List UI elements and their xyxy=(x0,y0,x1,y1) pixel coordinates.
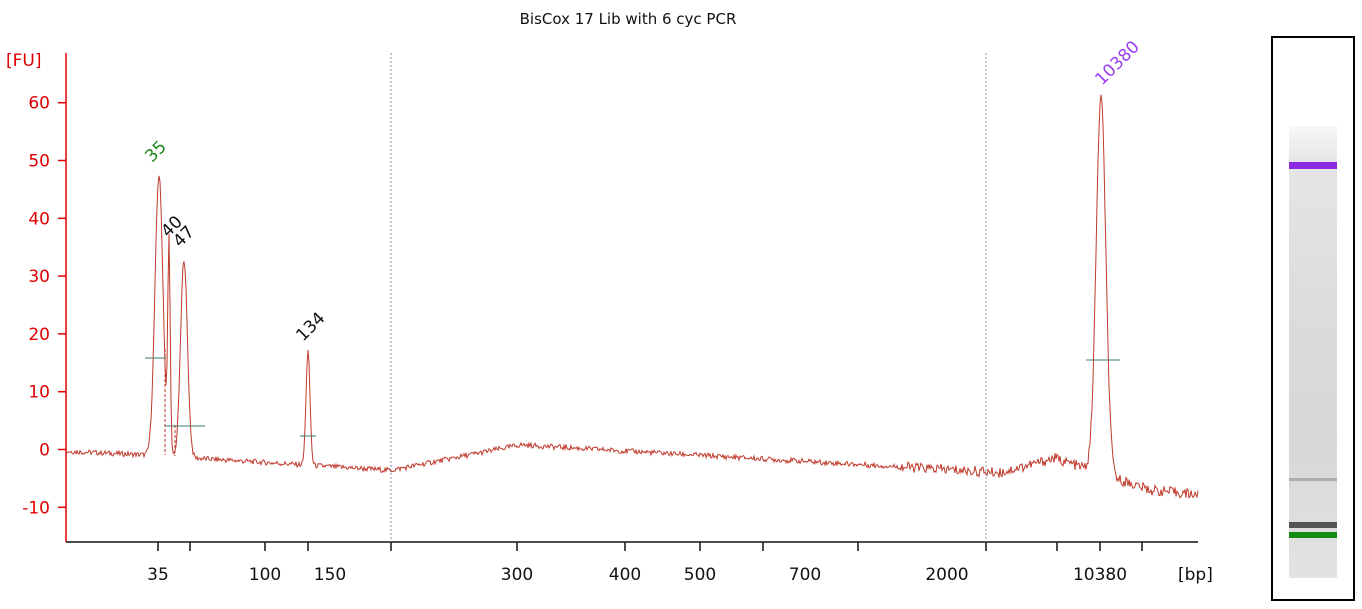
upper-marker-band xyxy=(1289,162,1337,169)
y-tick-label: 10 xyxy=(28,383,50,403)
peak-label: 35 xyxy=(141,137,170,166)
y-axis-label: [FU] xyxy=(6,51,42,71)
x-tick-label: 300 xyxy=(501,565,533,585)
y-axis-ticks: 60 50 40 30 20 10 0 -10 xyxy=(22,94,66,518)
electropherogram-chart: BisCox 17 Lib with 6 cyc PCR [FU] 60 50 40… xyxy=(6,10,1213,585)
lower-marker-band xyxy=(1289,532,1337,538)
trace-line xyxy=(65,94,1199,499)
faint-band xyxy=(1289,478,1337,481)
x-tick-label: 500 xyxy=(684,565,716,585)
x-axis-ticks: 35 100 150 300 400 500 700 2000 10380 xyxy=(147,542,1143,585)
peak-label: 10380 xyxy=(1091,37,1143,89)
peak-label: 134 xyxy=(292,308,329,345)
y-tick-label: -10 xyxy=(22,498,50,518)
gel-image xyxy=(1271,36,1355,601)
x-tick-label: 700 xyxy=(789,565,821,585)
y-tick-label: 20 xyxy=(28,325,50,345)
peak-markers xyxy=(145,349,1120,456)
x-tick-label: 400 xyxy=(609,565,641,585)
gray-band xyxy=(1289,522,1337,528)
x-tick-label: 100 xyxy=(249,565,281,585)
y-tick-label: 60 xyxy=(28,94,50,114)
x-tick-label: 10380 xyxy=(1073,565,1127,585)
x-tick-label: 35 xyxy=(147,565,169,585)
y-tick-label: 50 xyxy=(28,152,50,172)
gel-lane xyxy=(1289,126,1337,578)
chart-title: BisCox 17 Lib with 6 cyc PCR xyxy=(520,10,737,28)
x-axis-label: [bp] xyxy=(1178,565,1213,585)
x-tick-label: 150 xyxy=(314,565,346,585)
y-tick-label: 0 xyxy=(39,441,50,461)
y-tick-label: 30 xyxy=(28,267,50,287)
x-tick-label: 2000 xyxy=(925,565,968,585)
y-tick-label: 40 xyxy=(28,209,50,229)
